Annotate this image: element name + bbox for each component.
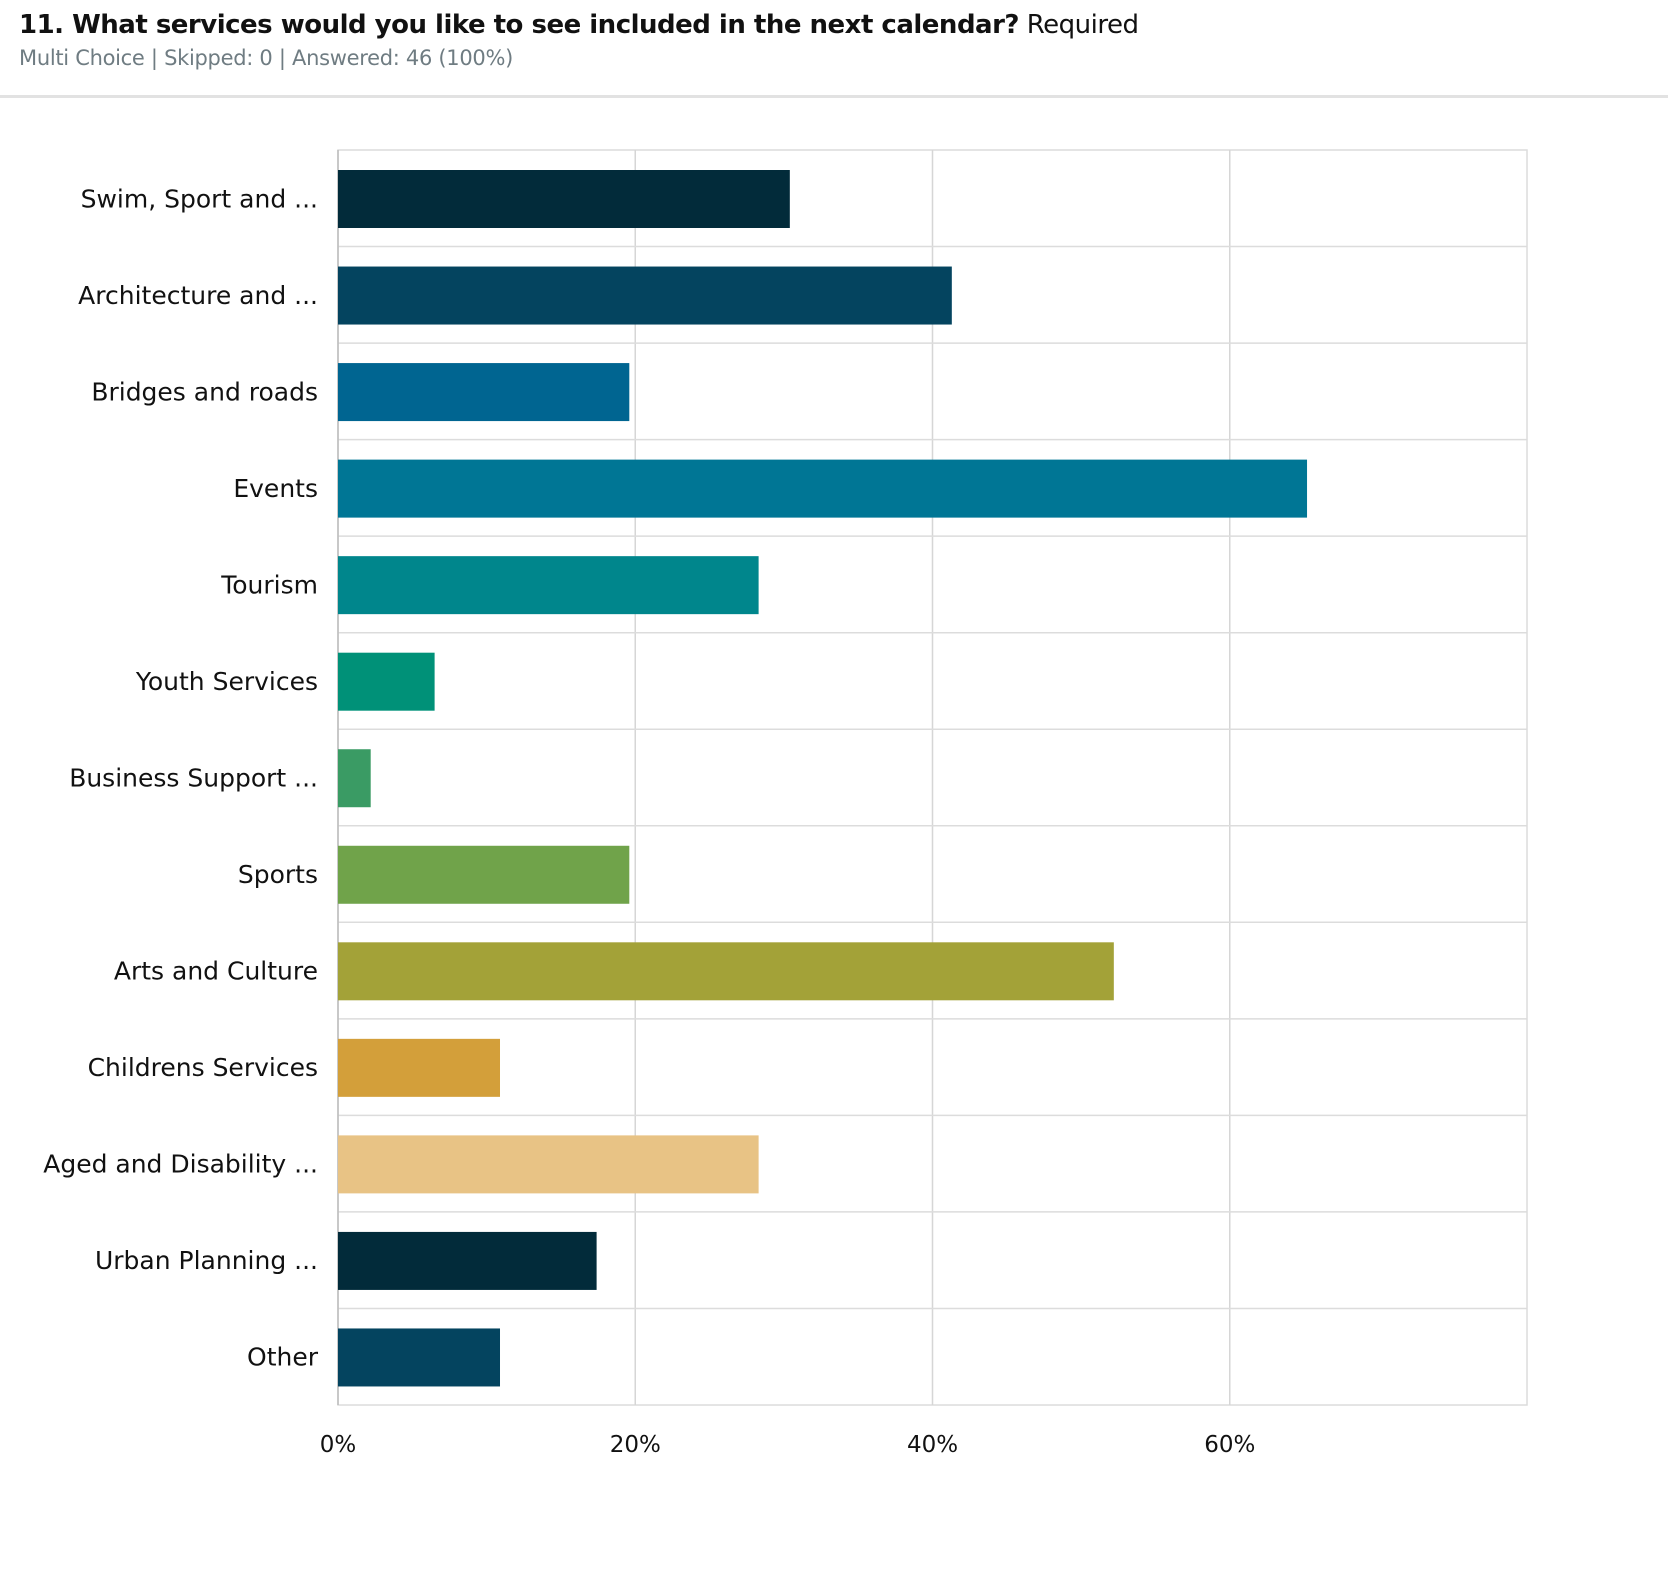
bar <box>338 1038 501 1097</box>
bar <box>338 1328 501 1387</box>
bar <box>338 556 759 615</box>
bar <box>338 363 630 422</box>
bar <box>338 749 371 808</box>
y-category-label: Sports <box>238 860 318 889</box>
bar <box>338 459 1308 518</box>
y-category-label: Arts and Culture <box>114 957 318 986</box>
y-category-label: Urban Planning ... <box>95 1246 318 1275</box>
separator: | <box>150 46 158 70</box>
x-tick-label: 20% <box>610 1432 661 1458</box>
y-category-label: Swim, Sport and ... <box>81 184 318 213</box>
question-title: 11. What services would you like to see … <box>19 10 1139 40</box>
y-category-label: Childrens Services <box>88 1053 318 1082</box>
answered-count: Answered: 46 (100%) <box>292 46 514 70</box>
x-tick-label: 0% <box>320 1432 357 1458</box>
separator: | <box>278 46 286 70</box>
bar <box>338 1135 759 1194</box>
question-type: Multi Choice <box>19 46 145 70</box>
y-category-label: Tourism <box>220 570 318 599</box>
y-category-label: Aged and Disability ... <box>43 1150 318 1179</box>
x-tick-label: 40% <box>907 1432 958 1458</box>
question-header: 11. What services would you like to see … <box>19 10 1139 70</box>
header-divider <box>0 95 1668 98</box>
question-meta: Multi Choice | Skipped: 0 | Answered: 46… <box>19 46 1138 70</box>
x-tick-label: 60% <box>1204 1432 1255 1458</box>
y-category-label: Events <box>233 474 318 503</box>
bar <box>338 652 435 711</box>
y-category-label: Youth Services <box>135 667 318 696</box>
required-label: Required <box>1026 10 1139 40</box>
bar <box>338 1231 597 1290</box>
bar <box>338 942 1114 1001</box>
y-category-label: Architecture and ... <box>78 281 318 310</box>
bar <box>338 170 790 228</box>
y-category-label: Business Support ... <box>69 764 318 793</box>
skipped-count: Skipped: 0 <box>164 46 273 70</box>
y-category-label: Bridges and roads <box>91 377 318 406</box>
bar <box>338 845 630 904</box>
y-category-label: Other <box>247 1343 319 1372</box>
question-text: 11. What services would you like to see … <box>19 10 1020 40</box>
bar <box>338 266 952 325</box>
